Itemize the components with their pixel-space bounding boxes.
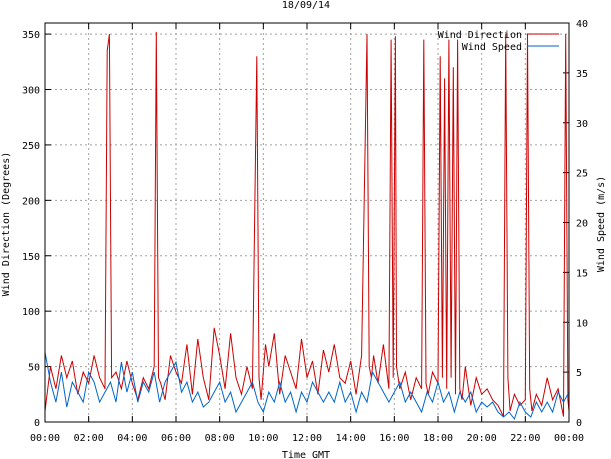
grid bbox=[45, 23, 569, 422]
y-right-tick-label: 35 bbox=[576, 69, 588, 80]
y-right-tick-label: 15 bbox=[576, 268, 588, 279]
plot-frame bbox=[44, 22, 570, 423]
y-left-tick-label: 100 bbox=[22, 307, 40, 318]
wind-direction-series-line bbox=[44, 31, 570, 417]
y-left-tick-label: 300 bbox=[22, 86, 40, 97]
chart-title: 18/09/14 bbox=[282, 0, 330, 11]
y-left-tick-label: 250 bbox=[22, 141, 40, 152]
y-axis-left-label: Wind Direction (Degrees) bbox=[1, 152, 12, 297]
x-tick-label: 12:00 bbox=[292, 433, 322, 444]
y-right-tick-label: 20 bbox=[576, 219, 588, 230]
legend-label: Wind Speed bbox=[462, 42, 522, 53]
legend-label: Wind Direction bbox=[438, 30, 522, 41]
y-left-tick-label: 0 bbox=[34, 418, 40, 429]
y-right-tick-label: 0 bbox=[576, 418, 582, 429]
y-left-tick-label: 50 bbox=[28, 363, 40, 374]
y-right-tick-label: 25 bbox=[576, 169, 588, 180]
y-left-tick-label: 200 bbox=[22, 196, 40, 207]
x-tick-label: 06:00 bbox=[161, 433, 191, 444]
y-right-tick-label: 5 bbox=[576, 368, 582, 379]
x-axis-label: Time GMT bbox=[282, 450, 330, 459]
x-tick-label: 04:00 bbox=[117, 433, 147, 444]
x-tick-label: 10:00 bbox=[248, 433, 278, 444]
y-left-tick-label: 150 bbox=[22, 252, 40, 263]
x-tick-label: 02:00 bbox=[74, 433, 104, 444]
x-tick-label: 08:00 bbox=[205, 433, 235, 444]
y-right-tick-label: 40 bbox=[576, 19, 588, 30]
y-right-tick-label: 30 bbox=[576, 119, 588, 130]
wind-speed-series-line bbox=[44, 352, 570, 421]
x-tick-label: 14:00 bbox=[336, 433, 366, 444]
y-axis-right-label: Wind Speed (m/s) bbox=[596, 176, 607, 272]
x-tick-label: 00:00 bbox=[30, 433, 60, 444]
x-tick-label: 20:00 bbox=[467, 433, 497, 444]
y-right-tick-label: 10 bbox=[576, 318, 588, 329]
y-left-tick-label: 350 bbox=[22, 30, 40, 41]
x-tick-label: 22:00 bbox=[510, 433, 540, 444]
x-tick-label: 18:00 bbox=[423, 433, 453, 444]
x-tick-label: 16:00 bbox=[379, 433, 409, 444]
x-tick-label: 00:00 bbox=[554, 433, 584, 444]
